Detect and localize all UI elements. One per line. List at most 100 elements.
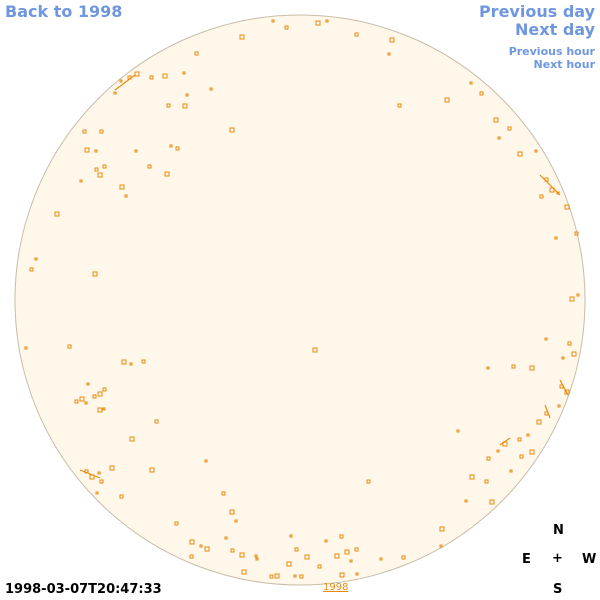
contour-mark: [82, 129, 87, 134]
contour-mark: [507, 126, 512, 131]
contour-mark: [113, 91, 117, 95]
contour-mark: [366, 479, 371, 484]
contour-mark: [124, 194, 128, 198]
contour-stroke: [499, 437, 511, 446]
contour-mark: [324, 539, 328, 543]
contour-mark: [79, 396, 85, 402]
observation-timestamp: 1998-03-07T20:47:33: [5, 582, 162, 597]
contour-mark: [230, 548, 235, 553]
contour-mark: [164, 171, 170, 177]
contour-mark: [92, 394, 97, 399]
contour-mark: [154, 419, 159, 424]
year-link[interactable]: 1998: [323, 582, 349, 593]
contour-mark: [526, 433, 530, 437]
contour-mark: [355, 572, 359, 576]
contour-mark: [479, 91, 484, 96]
back-to-year-link[interactable]: Back to 1998: [5, 2, 123, 21]
compass-center: +: [552, 551, 563, 566]
contour-mark: [141, 359, 146, 364]
contour-mark: [194, 51, 199, 56]
contour-mark: [199, 544, 203, 548]
contour-mark: [129, 362, 133, 366]
contour-stroke: [559, 379, 569, 396]
contour-mark: [74, 399, 79, 404]
contour-mark: [354, 32, 359, 37]
contour-mark: [134, 71, 140, 77]
contour-mark: [571, 351, 577, 357]
contour-mark: [109, 465, 115, 471]
contour-mark: [129, 436, 135, 442]
contour-mark: [325, 19, 329, 23]
next-day-link[interactable]: Next day: [515, 20, 595, 39]
contour-mark: [149, 75, 154, 80]
contour-mark: [529, 449, 535, 455]
contour-mark: [175, 146, 180, 151]
contour-mark: [334, 553, 340, 559]
contour-mark: [534, 149, 538, 153]
contour-mark: [576, 293, 580, 297]
contour-mark: [97, 407, 103, 413]
contour-mark: [354, 547, 359, 552]
contour-mark: [169, 144, 173, 148]
contour-mark: [549, 187, 555, 193]
contour-mark: [271, 19, 275, 23]
contour-mark: [274, 573, 280, 579]
contour-mark: [554, 236, 558, 240]
contour-mark: [379, 557, 383, 561]
contour-mark: [95, 491, 99, 495]
contour-mark: [119, 184, 125, 190]
contour-mark: [564, 204, 570, 210]
contour-mark: [204, 459, 208, 463]
contour-mark: [439, 544, 443, 548]
previous-day-link[interactable]: Previous day: [478, 2, 595, 21]
contour-mark: [119, 494, 124, 499]
contour-mark: [517, 437, 522, 442]
contour-mark: [496, 449, 500, 453]
contour-mark: [102, 164, 107, 169]
solar-disk: [14, 14, 586, 586]
contour-mark: [574, 231, 579, 236]
contour-mark: [289, 534, 293, 538]
contour-stroke: [114, 74, 136, 91]
contour-mark: [84, 147, 90, 153]
previous-hour-link[interactable]: Previous hour: [508, 45, 595, 58]
contour-mark: [97, 172, 103, 178]
contour-mark: [79, 179, 83, 183]
contour-mark: [456, 429, 460, 433]
contour-mark: [149, 467, 155, 473]
contour-mark: [94, 167, 99, 172]
contour-mark: [254, 554, 258, 558]
contour-mark: [469, 81, 473, 85]
contour-mark: [293, 574, 297, 578]
contour-mark: [97, 391, 103, 397]
contour-mark: [299, 574, 304, 579]
contour-mark: [294, 547, 299, 552]
contour-stroke: [539, 174, 561, 196]
contour-mark: [189, 539, 195, 545]
compass-north: N: [553, 523, 564, 538]
contour-mark: [401, 555, 406, 560]
contour-mark: [389, 37, 395, 43]
compass-south: S: [553, 582, 563, 597]
contour-mark: [497, 136, 501, 140]
contour-mark: [529, 365, 535, 371]
contour-mark: [312, 347, 318, 353]
contour-mark: [94, 149, 98, 153]
contour-mark: [34, 257, 38, 261]
contour-mark: [567, 341, 572, 346]
contour-mark: [182, 103, 188, 109]
contour-mark: [387, 52, 391, 56]
contour-mark: [99, 129, 104, 134]
contour-mark: [185, 93, 189, 97]
contour-stroke: [544, 404, 551, 419]
contour-mark: [317, 564, 322, 569]
contour-mark: [119, 79, 123, 83]
contour-mark: [147, 164, 152, 169]
contour-mark: [536, 419, 542, 425]
contour-mark: [557, 404, 561, 408]
contour-mark: [221, 491, 226, 496]
contour-mark: [229, 509, 235, 515]
contour-mark: [234, 519, 238, 523]
next-hour-link[interactable]: Next hour: [533, 58, 596, 71]
contour-mark: [539, 194, 544, 199]
